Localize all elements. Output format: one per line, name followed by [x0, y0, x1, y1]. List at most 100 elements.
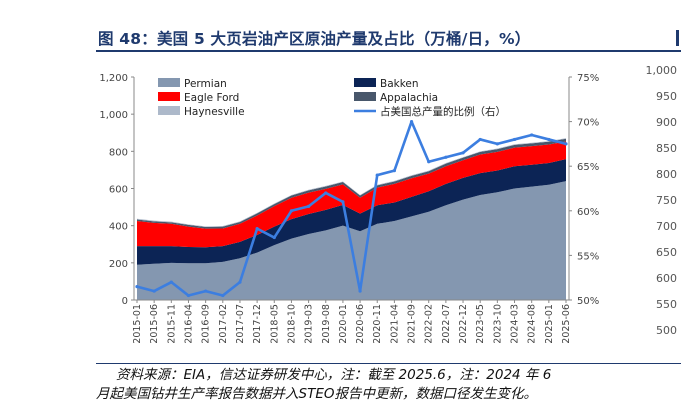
legend-swatch — [158, 78, 180, 87]
y-left-tick-label: 400 — [109, 222, 128, 233]
share-point — [204, 289, 208, 293]
share-point — [444, 155, 448, 159]
x-tick-label: 2017-12 — [252, 304, 263, 344]
share-point — [272, 235, 276, 240]
ghost-tick-label: 750 — [656, 194, 677, 207]
chart-title: 图 48：美国 5 大页岩油产区原油产量及占比（万桶/日，%） — [98, 30, 531, 48]
legend-label: Haynesville — [184, 106, 245, 118]
legend-label: Bakken — [380, 78, 419, 90]
x-tick-label: 2022-07 — [441, 304, 452, 344]
x-tick-label: 2020-11 — [372, 304, 383, 344]
legend: Permian Eagle Ford Haynesville Bakken Appala… — [158, 78, 506, 118]
axes: 0 200 400 600 800 1,000 1,200 50% 55% 60% 65% 70% 75… — [99, 73, 599, 344]
x-tick-label: 2015-01 — [132, 304, 143, 344]
share-point — [409, 120, 414, 124]
legend-label: 占美国总产量的比例（右） — [380, 105, 506, 118]
x-tick-label: 2024-08 — [527, 304, 538, 344]
share-point — [169, 280, 173, 284]
x-tick-label: 2015-06 — [149, 304, 160, 344]
y-right-tick-label: 65% — [577, 162, 599, 173]
ghost-tick-label: 700 — [656, 220, 677, 233]
share-point — [324, 191, 328, 195]
ghost-tick-label: 900 — [656, 116, 677, 129]
legend-label: Appalachia — [380, 92, 438, 104]
legend-label: Eagle Ford — [184, 92, 239, 104]
share-point — [392, 169, 396, 173]
x-tick-label: 2022-12 — [458, 304, 469, 344]
ghost-tick-label: 800 — [656, 168, 677, 181]
y-right-tick-label: 70% — [577, 118, 599, 129]
ghost-tick-label: 950 — [656, 90, 677, 103]
ghost-tick-label: 550 — [656, 298, 677, 311]
x-tick-label: 2020-06 — [355, 304, 366, 344]
ghost-tick-label: 500 — [656, 324, 677, 337]
x-tick-label: 2017-07 — [235, 304, 246, 344]
y-left-tick-label: 200 — [109, 259, 128, 270]
y-left-tick-label: 0 — [122, 296, 128, 307]
share-point — [152, 289, 156, 293]
ghost-tick-label: 850 — [656, 142, 677, 155]
ghost-tick-label: 600 — [656, 272, 677, 285]
legend-label: Permian — [184, 78, 227, 90]
x-tick-label: 2015-11 — [166, 304, 177, 344]
share-point — [255, 227, 259, 231]
share-line-layer — [135, 120, 568, 298]
y-left-tick-label: 1,000 — [99, 110, 128, 121]
x-tick-label: 2022-02 — [424, 304, 435, 344]
stacked-areas — [137, 138, 566, 300]
y-left-tick-label: 800 — [109, 147, 128, 158]
x-tick-label: 2021-09 — [407, 304, 418, 344]
share-point — [238, 280, 242, 284]
share-point — [427, 160, 431, 164]
x-tick-label: 2017-02 — [218, 304, 229, 344]
share-point — [341, 200, 345, 204]
x-tick-label: 2019-08 — [321, 304, 332, 344]
x-tick-label: 2016-04 — [183, 304, 194, 344]
share-point — [530, 133, 534, 137]
share-point — [564, 142, 568, 146]
shale-production-chart: 0 200 400 600 800 1,000 1,200 50% 55% 60% 65% 70% 75… — [99, 73, 599, 344]
share-point — [307, 204, 311, 208]
x-tick-label: 2023-05 — [475, 304, 486, 344]
x-tick-label: 2019-03 — [304, 304, 315, 344]
legend-swatch — [354, 92, 376, 101]
share-point — [461, 151, 465, 155]
x-tick-label: 2020-01 — [338, 304, 349, 344]
ghost-tick-label: 650 — [656, 246, 677, 259]
title-rule — [96, 50, 681, 52]
share-point — [547, 137, 551, 142]
legend-swatch — [158, 92, 180, 101]
y-left-tick-label: 600 — [109, 185, 128, 196]
share-point — [478, 137, 482, 142]
share-point — [186, 293, 191, 298]
x-tick-label: 2025-01 — [544, 304, 555, 344]
share-point — [135, 285, 139, 289]
x-tick-label: 2018-10 — [286, 304, 297, 344]
area-bakken — [137, 159, 566, 265]
ghost-tick-label: 1,000 — [645, 64, 678, 77]
source-line-2: 月起美国钻井生产率报告数据并入STEO报告中更新，数据口径发生变化。 — [96, 386, 537, 402]
source-line-1: 资料来源：EIA，信达证券研发中心，注：截至 2025.6，注：2024 年 6 — [116, 367, 552, 383]
x-tick-label: 2018-05 — [269, 304, 280, 344]
legend-swatch — [354, 78, 376, 87]
share-point — [358, 289, 362, 293]
chart-title-bar: 图 48：美国 5 大页岩油产区原油产量及占比（万桶/日，%） — [96, 26, 681, 48]
partial-axis-right-edge: 1,000 950 900 850 800 750 700 650 600 55… — [640, 60, 681, 350]
y-right-tick-label: 50% — [577, 296, 599, 307]
share-point — [375, 173, 379, 177]
legend-swatch — [158, 106, 180, 115]
area-eagle-ford — [137, 141, 566, 248]
share-point — [289, 209, 294, 213]
source-rule — [96, 363, 681, 364]
y-right-tick-label: 75% — [577, 73, 599, 84]
x-tick-label: 2023-10 — [492, 304, 503, 344]
x-tick-label: 2024-03 — [510, 304, 521, 344]
title-edge-mark — [676, 30, 679, 46]
x-tick-label: 2016-09 — [201, 304, 212, 344]
share-point — [221, 293, 225, 298]
y-right-tick-label: 55% — [577, 251, 599, 262]
y-right-tick-label: 60% — [577, 207, 599, 218]
area-appalachia — [137, 138, 566, 229]
y-left-tick-label: 1,200 — [99, 73, 128, 84]
share-line — [136, 120, 567, 297]
